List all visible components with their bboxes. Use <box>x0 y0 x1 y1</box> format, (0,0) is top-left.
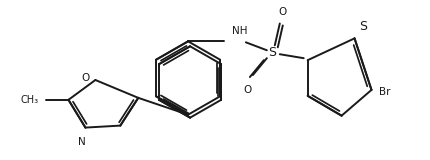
Text: S: S <box>268 46 276 59</box>
Text: O: O <box>279 7 287 16</box>
Text: S: S <box>359 20 368 33</box>
Text: CH₃: CH₃ <box>21 95 39 105</box>
Text: NH: NH <box>232 26 247 36</box>
Text: O: O <box>81 73 89 83</box>
Text: N: N <box>77 136 85 147</box>
Text: O: O <box>244 85 252 95</box>
Text: Br: Br <box>379 87 391 97</box>
